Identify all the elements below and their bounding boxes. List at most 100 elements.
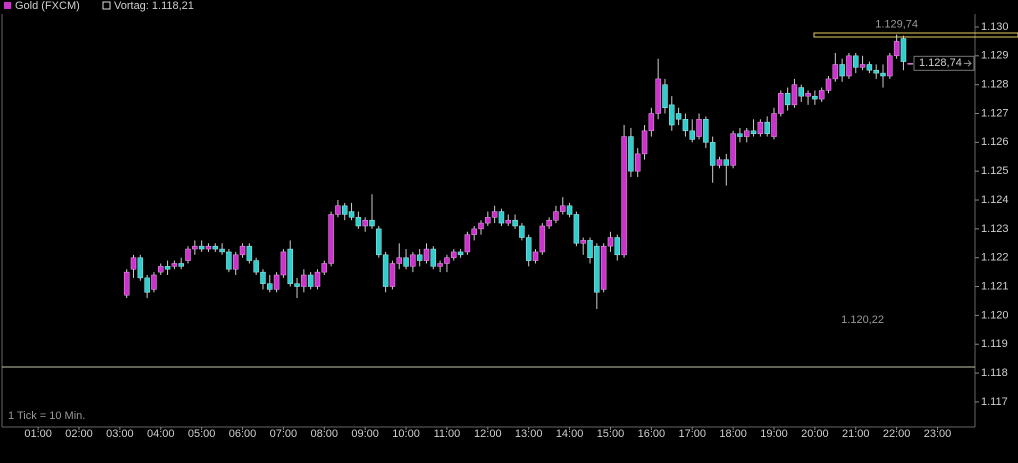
candle-body (430, 248, 437, 267)
y-tick-label: 1.118 (981, 367, 1008, 379)
candle-body (321, 263, 328, 273)
alert-band (813, 32, 1018, 38)
candle-body (546, 219, 552, 227)
candle-body (525, 237, 532, 261)
candle-body (771, 113, 777, 137)
y-tick-label: 1.128 (981, 79, 1009, 91)
last-price-arrow (964, 59, 972, 67)
candle-body (410, 254, 416, 267)
x-tick-label: 08:00 (311, 428, 339, 440)
candle-body (396, 257, 402, 264)
candle-body (614, 237, 621, 256)
candle-body (641, 130, 648, 155)
candle-body (451, 251, 457, 258)
candle-body (376, 228, 382, 256)
candle-body (423, 248, 430, 261)
x-tick-label: 07:00 (270, 428, 298, 440)
candle-body (634, 153, 641, 172)
candle-body (655, 78, 661, 114)
candle-body (730, 133, 736, 166)
candle-body (335, 205, 341, 215)
x-tick-label: 13:00 (515, 428, 543, 440)
x-tick-label: 15:00 (597, 428, 625, 440)
candle-body (716, 159, 723, 166)
candle-body (859, 64, 866, 68)
candle-body (669, 104, 675, 126)
x-tick-label: 05:00 (188, 428, 216, 440)
candle-body (818, 90, 825, 100)
candle-body (362, 219, 368, 227)
candle-body (355, 217, 362, 227)
candle-body (403, 257, 409, 267)
x-tick-label: 02:00 (65, 428, 93, 440)
legend-label: Vortag: 1.118,21 (114, 0, 194, 12)
candle-body (301, 274, 307, 287)
candle-body (560, 205, 566, 212)
candle-body (192, 245, 198, 250)
x-tick-label: 04:00 (147, 428, 175, 440)
candle-body (226, 251, 232, 270)
candle-body (846, 55, 852, 77)
candle-body (805, 93, 811, 97)
x-tick-label: 19:00 (760, 428, 788, 440)
candle-body (839, 64, 845, 77)
candle-body (205, 245, 212, 250)
legend-swatch (4, 2, 11, 9)
candle-body (696, 119, 702, 137)
x-tick-label: 18:00 (719, 428, 747, 440)
candle-body (471, 228, 477, 235)
candle-body (260, 271, 266, 284)
candle-body (382, 254, 389, 287)
x-tick-label: 10:00 (392, 428, 420, 440)
candle-body (158, 266, 164, 273)
candle-body (798, 87, 804, 97)
candle-body (893, 41, 900, 57)
high-label: 1.129,74 (875, 18, 918, 30)
candle-body (505, 219, 512, 224)
candle-body (600, 245, 607, 290)
candle-body (853, 55, 859, 68)
low-label: 1.120,22 (841, 314, 884, 326)
note: 1 Tick = 10 Min. (8, 410, 85, 422)
candle-body (437, 263, 443, 267)
candle-body (485, 217, 491, 224)
candle-body (178, 263, 184, 267)
candle-body (498, 211, 505, 224)
last-price-label: 1.128,74 (919, 57, 962, 69)
candle-body (662, 84, 668, 108)
candle-body (341, 205, 348, 215)
candle-body (682, 119, 689, 132)
y-tick-label: 1.121 (981, 280, 1009, 292)
candle-body (778, 93, 784, 114)
candle-body (519, 225, 525, 238)
candle-body (416, 254, 423, 261)
x-tick-label: 12:00 (474, 428, 502, 440)
x-tick-label: 21:00 (842, 428, 870, 440)
candle-body (832, 64, 839, 80)
candle-body (123, 271, 130, 296)
candle-body (873, 69, 879, 74)
candle-body (866, 64, 873, 71)
candle-body (314, 271, 321, 287)
candle-body (723, 159, 730, 166)
candle-body (253, 260, 259, 273)
candle-body (185, 248, 191, 261)
y-tick-label: 1.124 (981, 194, 1009, 206)
candle-body (280, 251, 287, 276)
candle-body (628, 136, 634, 172)
y-tick-label: 1.125 (981, 165, 1009, 177)
candle-body (900, 38, 907, 62)
x-tick-label: 06:00 (229, 428, 257, 440)
x-tick-label: 09:00 (351, 428, 379, 440)
x-tick-label: 17:00 (678, 428, 706, 440)
candle-body (328, 214, 334, 264)
candle-body (512, 219, 518, 227)
x-tick-label: 03:00 (106, 428, 134, 440)
candle-body (389, 263, 396, 287)
candle-body (621, 136, 627, 256)
y-tick-label: 1.117 (981, 396, 1008, 408)
candle-body (750, 130, 757, 134)
candle-body (580, 240, 586, 244)
candle-body (587, 240, 593, 258)
